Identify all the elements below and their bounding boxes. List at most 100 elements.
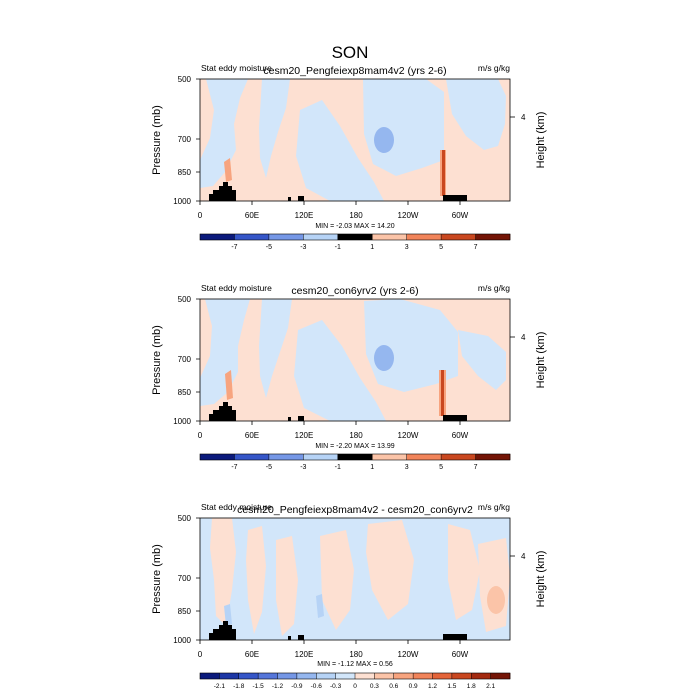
- panel-left-label: Stat eddy moisture: [201, 502, 272, 512]
- x-tick-label: 60E: [245, 650, 259, 659]
- colorbar-label: -1.5: [253, 683, 265, 690]
- y-tick-label: 700: [178, 135, 192, 144]
- colorbar-segment: [234, 234, 270, 240]
- colorbar-segment: [200, 454, 235, 460]
- colorbar-label: -2.1: [214, 683, 226, 690]
- colorbar: -2.1 -1.8 -1.5 -1.2 -0.9 -0.6 -0.3 0 0.3 0.6 0.9 1.…: [199, 672, 511, 690]
- panel-title: cesm20_Pengfeiexp8mam4v2 (yrs 2-6): [263, 65, 446, 77]
- colorbar-label: 1: [370, 244, 374, 251]
- colorbar-label: -3: [300, 464, 306, 471]
- terrain-islands-a: [288, 197, 291, 201]
- x-tick-label: 180: [349, 650, 363, 659]
- field-neg-core: [374, 345, 394, 371]
- colorbar-segment: [296, 673, 317, 679]
- x-tick-label: 120E: [295, 431, 314, 440]
- colorbar-label: -1.8: [233, 683, 245, 690]
- terrain-islands-a: [288, 417, 291, 421]
- colorbar-segment: [372, 454, 407, 460]
- colorbar-segment: [374, 673, 395, 679]
- y-tick-label: 850: [178, 607, 192, 616]
- field-pos-plume-a: [224, 158, 232, 182]
- field-neg-strip-a: [316, 594, 324, 618]
- colorbar-segment: [471, 673, 491, 679]
- colorbar-segment: [335, 673, 356, 679]
- field-neg-region-e: [458, 330, 506, 390]
- y-axis-right-label: Height (km): [535, 551, 547, 608]
- colorbar: -7 -5 -3 -1 1 3 5 7: [199, 233, 511, 251]
- y-tick-label: 1000: [173, 197, 191, 206]
- plot-frame: [199, 78, 511, 202]
- field-pos-region-a: [210, 518, 236, 626]
- y-tick-label: 700: [178, 574, 192, 583]
- field-pos-region-e: [366, 520, 414, 620]
- colorbar-label: -0.6: [311, 683, 323, 690]
- y-tick-label: 500: [178, 75, 192, 84]
- terrain-africa: [209, 402, 236, 421]
- y-ticks: [196, 517, 200, 641]
- panel-title: cesm20_con6yrv2 (yrs 2-6): [291, 285, 418, 297]
- colorbar-label: -1: [335, 244, 341, 251]
- colorbar-segment: [413, 673, 433, 679]
- x-ticks: [199, 201, 461, 205]
- x-tick-label: 60E: [245, 211, 259, 220]
- field-neg-region-b: [259, 299, 292, 398]
- colorbar-label: -7: [231, 244, 237, 251]
- terrain-islands-b: [298, 635, 304, 640]
- colorbar-label: 0.3: [370, 683, 379, 690]
- x-tick-label: 60W: [452, 431, 469, 440]
- colorbar-label: 1.5: [447, 683, 456, 690]
- plot-fields: [199, 78, 511, 202]
- axis-x: 0 60E 120E 180 120W 60W: [198, 421, 469, 440]
- field-pos-region-c: [276, 536, 298, 636]
- axis-x: 0 60E 120E 180 120W 60W: [198, 201, 469, 220]
- plot-fields: [199, 517, 511, 641]
- colorbar-segment: [219, 673, 240, 679]
- colorbar-label: -5: [266, 244, 272, 251]
- y-right-tick-label: 4: [521, 333, 526, 342]
- x-tick-label: 60W: [452, 650, 469, 659]
- y-ticks: [196, 298, 200, 422]
- colorbar-segment: [372, 234, 407, 240]
- field-neg-region-a: [200, 299, 250, 406]
- y-axis-right-label: Height (km): [535, 332, 547, 389]
- panel-left-label: Stat eddy moisture: [201, 63, 272, 73]
- colorbar-label: -1: [335, 464, 341, 471]
- x-tick-label: 120W: [398, 650, 419, 659]
- field-neg-region-e: [446, 79, 506, 150]
- panel-0: cesm20_Pengfeiexp8mam4v2 (yrs 2-6) Stat …: [151, 63, 547, 251]
- terrain-islands-b: [298, 196, 304, 201]
- colorbar-segment: [258, 673, 278, 679]
- panel-right-label: m/s g/kg: [478, 283, 510, 293]
- terrain-africa: [209, 182, 236, 201]
- x-tick-label: 0: [198, 431, 203, 440]
- field-neg-region-c: [296, 100, 384, 201]
- colorbar-label: 1.8: [467, 683, 476, 690]
- field-pos-plume-c: [441, 370, 444, 416]
- colorbar-label: -5: [266, 464, 272, 471]
- plot-frame: [199, 517, 511, 641]
- y-right-tick-label: 4: [521, 552, 526, 561]
- colorbar-label: -3: [300, 244, 306, 251]
- colorbar-label: 5: [439, 464, 443, 471]
- colorbar-segment: [441, 234, 476, 240]
- x-tick-label: 60E: [245, 431, 259, 440]
- y-tick-label: 850: [178, 388, 192, 397]
- field-pos-region-f: [448, 524, 480, 620]
- terrain-andes: [443, 195, 467, 201]
- colorbar-segment: [268, 234, 304, 240]
- y-right-tick-label: 4: [521, 113, 526, 122]
- colorbar-segment: [238, 673, 259, 679]
- plot-frame: [199, 298, 511, 422]
- colorbar-segment: [490, 673, 511, 679]
- colorbar-label: 7: [474, 244, 478, 251]
- axis-y-left: 500 700 850 1000 Pressure (mb): [151, 75, 200, 206]
- panel-right-label: m/s g/kg: [478, 502, 510, 512]
- colorbar-segment: [393, 673, 414, 679]
- colorbar-label: -0.9: [291, 683, 303, 690]
- axis-y-right: 4 Height (km): [510, 332, 547, 389]
- colorbar-segment: [406, 454, 442, 460]
- panel-2: cesm20_Pengfeiexp8mam4v2 - cesm20_con6yr…: [151, 502, 547, 690]
- terrain-islands-a: [288, 636, 291, 640]
- field-neg-region-c: [294, 320, 386, 421]
- field-pos-region-b: [246, 526, 266, 634]
